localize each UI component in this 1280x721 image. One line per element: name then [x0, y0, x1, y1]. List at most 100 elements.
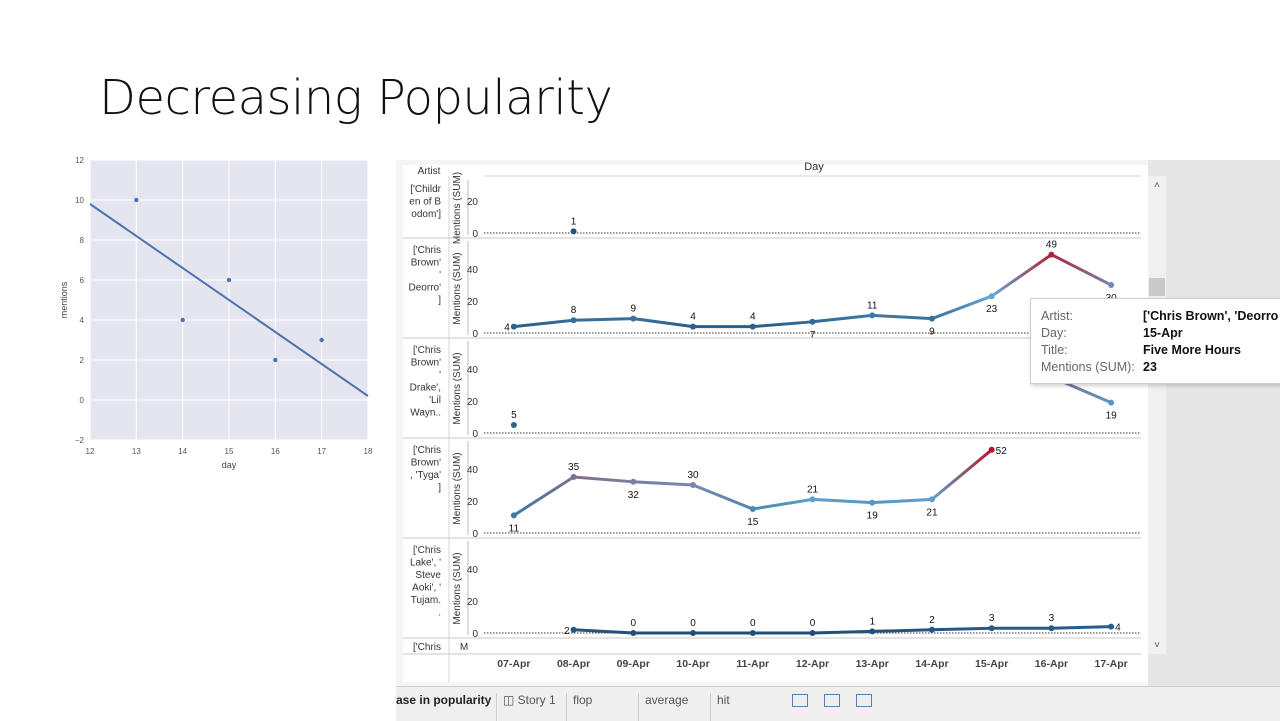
scroll-down-icon: ˅ [1154, 640, 1160, 651]
x-tick-label: 10-Apr [676, 658, 709, 670]
series-segment [872, 630, 932, 632]
data-point [571, 474, 577, 480]
scatter-point [227, 278, 231, 282]
sheet-tab[interactable]: ase in popularity [396, 693, 491, 721]
artist-label: ['Chris [413, 445, 441, 456]
story-tab-label: Story 1 [518, 693, 556, 707]
x-axis-label: day [222, 460, 237, 470]
artist-label: ' [439, 270, 441, 281]
data-label: 1 [869, 616, 875, 627]
tooltip-value: 15-Apr [1143, 326, 1183, 340]
y-tick-label: 40 [467, 565, 479, 576]
data-label: 21 [926, 507, 938, 518]
data-point [929, 496, 935, 502]
x-tick-label: 15 [225, 447, 234, 456]
data-point [810, 319, 816, 325]
x-tick-label: 12-Apr [796, 658, 829, 670]
artist-label: , 'Tyga' [410, 470, 441, 481]
artist-label: en of B [409, 197, 441, 208]
y-axis-label: mentions [59, 281, 69, 318]
story-icon: ◫ [503, 693, 518, 707]
new-dashboard-icon[interactable] [824, 694, 840, 707]
new-story-icon[interactable] [856, 694, 872, 707]
data-label: 0 [690, 618, 696, 629]
data-label: 23 [986, 304, 998, 315]
series-segment [813, 631, 873, 633]
scatter-point [180, 318, 184, 322]
data-label: 4 [750, 312, 756, 323]
x-tick-label: 08-Apr [557, 658, 590, 670]
data-point [750, 324, 756, 330]
y-axis-title: M [460, 642, 468, 653]
x-tick-label: 18 [364, 447, 373, 456]
scatter-point [319, 338, 323, 342]
y-tick-label: 4 [80, 316, 85, 325]
data-label: 7 [810, 330, 816, 341]
data-point [869, 312, 875, 318]
data-label: 15 [747, 517, 759, 528]
row-header: Artist [418, 166, 441, 177]
artist-label: ['Childr [410, 184, 441, 195]
y-tick-label: 20 [467, 497, 479, 508]
data-point [810, 630, 816, 636]
data-label: 4 [1115, 623, 1121, 634]
x-tick-label: 11-Apr [736, 658, 769, 670]
data-point [869, 500, 875, 506]
artist-label: Steve [415, 570, 441, 581]
data-label: 3 [989, 613, 995, 624]
data-label: 52 [996, 446, 1008, 457]
scrollbar-thumb [1149, 278, 1165, 296]
x-tick-label: 16 [271, 447, 280, 456]
y-tick-label: 20 [467, 397, 479, 408]
y-tick-label: 20 [467, 197, 479, 208]
data-point [511, 324, 517, 330]
y-tick-label: 12 [75, 156, 84, 165]
data-point [989, 625, 995, 631]
data-label: 2 [929, 615, 935, 626]
tooltip-value: ['Chris Brown', 'Deorro [1143, 309, 1278, 323]
x-tick-label: 17-Apr [1095, 658, 1128, 670]
data-point [571, 317, 577, 323]
scatter-point [273, 358, 277, 362]
artist-label: Drake', [410, 383, 441, 394]
x-tick-label: 14 [178, 447, 187, 456]
data-label: 8 [571, 305, 577, 316]
data-point [750, 630, 756, 636]
data-label: 4 [690, 312, 696, 323]
x-tick-label: 07-Apr [497, 658, 530, 670]
panel-gray-area [1148, 160, 1280, 686]
artist-label: ] [438, 295, 441, 306]
y-tick-label: 8 [80, 236, 85, 245]
slide-title: Decreasing Popularity [99, 70, 612, 126]
new-worksheet-icon[interactable] [792, 694, 808, 707]
data-label: 5 [511, 410, 517, 421]
scrollbar-track [1148, 176, 1166, 654]
y-axis-title: Mentions (SUM) [452, 452, 463, 524]
artist-label: Wayn.. [410, 408, 441, 419]
data-label: 11 [509, 523, 520, 534]
artist-label: Brown' [411, 358, 441, 369]
tooltip: Artist: ['Chris Brown', 'Deorro Day: 15-… [1030, 298, 1280, 384]
data-point [750, 506, 756, 512]
data-label: 21 [807, 484, 819, 495]
series-segment [932, 628, 992, 630]
y-axis-title: Mentions (SUM) [452, 352, 463, 424]
y-axis-title: Mentions (SUM) [452, 552, 463, 624]
artist-label: ['Chris [413, 642, 441, 653]
data-label: 3 [1049, 613, 1055, 624]
x-tick-label: 16-Apr [1035, 658, 1068, 670]
artist-label: Deorro' [409, 283, 442, 294]
y-tick-label: 40 [467, 465, 479, 476]
story-tab[interactable]: ◫ Story 1 [496, 693, 556, 721]
sheet-tab[interactable]: hit [710, 693, 730, 721]
series-segment [1051, 627, 1111, 629]
y-tick-label: 6 [80, 276, 85, 285]
data-label: 19 [1106, 411, 1118, 422]
artist-label: Lake', ' [410, 558, 441, 569]
artist-label: Brown' [411, 258, 441, 269]
sheet-tab[interactable]: flop [566, 693, 592, 721]
data-label: 0 [810, 618, 816, 629]
sheet-tab[interactable]: average [638, 693, 688, 721]
y-tick-label: 20 [467, 597, 479, 608]
